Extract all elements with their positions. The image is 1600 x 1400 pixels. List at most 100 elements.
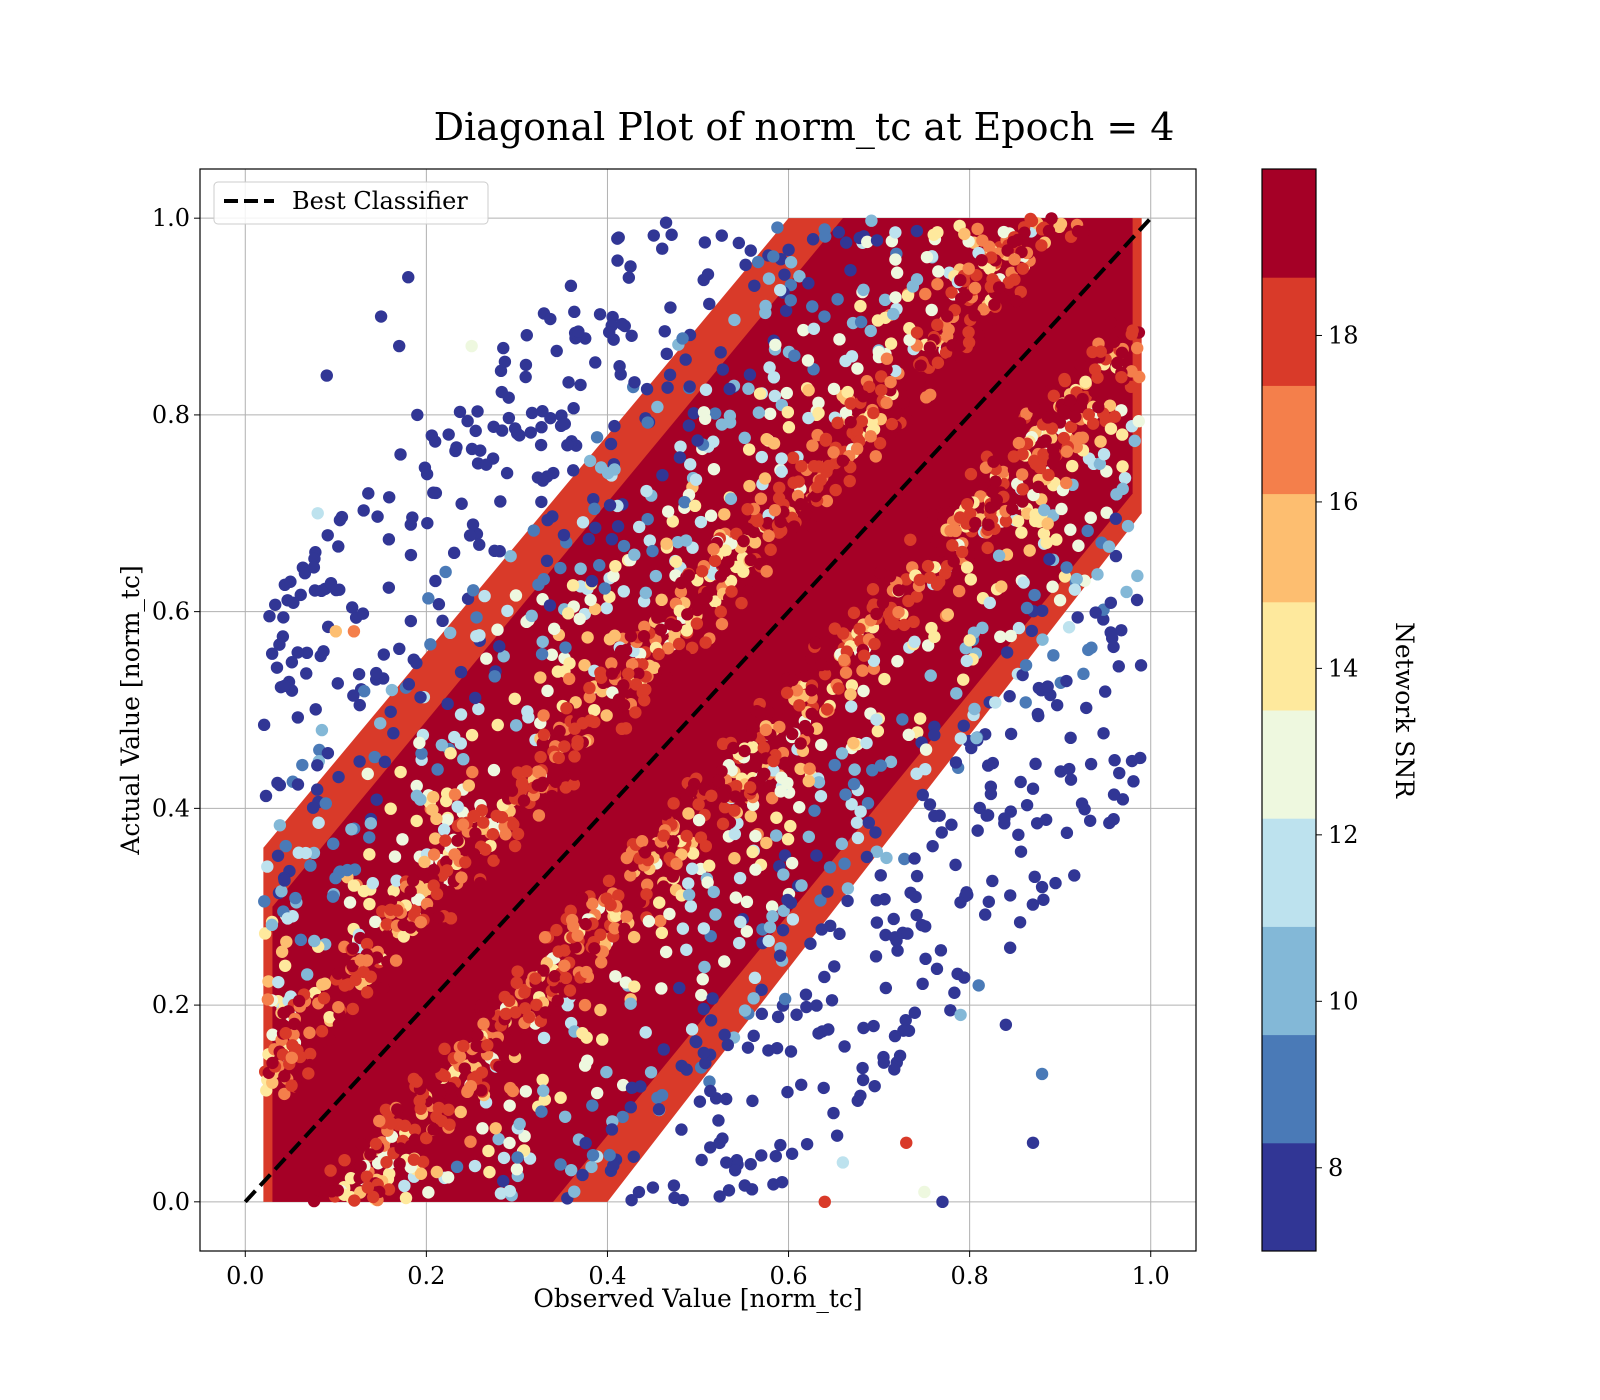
scatter-point xyxy=(1003,941,1017,954)
scatter-point xyxy=(999,1018,1013,1031)
scatter-point xyxy=(715,229,728,242)
scatter-point xyxy=(511,965,524,978)
scatter-point xyxy=(972,329,985,342)
scatter-point xyxy=(841,385,854,399)
scatter-point xyxy=(1050,698,1064,712)
scatter-point xyxy=(659,945,673,959)
scatter-point xyxy=(303,1026,316,1039)
scatter-point xyxy=(914,359,927,372)
scatter-point xyxy=(317,992,331,1005)
scatter-point xyxy=(442,428,455,441)
scatter-point xyxy=(261,860,274,873)
scatter-point xyxy=(1012,621,1026,635)
scatter-point xyxy=(1060,674,1073,688)
scatter-point xyxy=(341,863,354,877)
scatter-point xyxy=(616,1110,629,1124)
scatter-point xyxy=(754,492,768,505)
scatter-point xyxy=(854,805,867,818)
scatter-point xyxy=(1091,371,1104,384)
scatter-point xyxy=(585,574,599,588)
scatter-point xyxy=(638,620,651,633)
scatter-point xyxy=(733,871,747,885)
scatter-point xyxy=(406,874,420,887)
scatter-point xyxy=(1026,898,1040,911)
scatter-point xyxy=(410,814,423,828)
scatter-point xyxy=(1038,503,1051,517)
y-tick-label: 0.2 xyxy=(152,991,190,1019)
scatter-point xyxy=(893,1049,907,1063)
scatter-point xyxy=(554,1091,567,1104)
scatter-point xyxy=(368,750,381,764)
scatter-point xyxy=(609,970,622,983)
scatter-point xyxy=(451,800,464,813)
scatter-point xyxy=(628,980,641,993)
scatter-point xyxy=(493,545,506,558)
scatter-point xyxy=(611,254,624,267)
scatter-point xyxy=(864,430,877,443)
scatter-point xyxy=(647,229,660,242)
scatter-point xyxy=(1131,341,1144,355)
scatter-point xyxy=(722,1184,736,1197)
scatter-point xyxy=(428,1060,441,1074)
scatter-point xyxy=(738,1004,752,1017)
scatter-point xyxy=(538,931,552,944)
scatter-point xyxy=(309,703,322,716)
scatter-point xyxy=(870,713,883,726)
scatter-point xyxy=(725,585,738,598)
scatter-point xyxy=(347,879,361,892)
scatter-point xyxy=(913,712,927,725)
scatter-point xyxy=(587,492,600,506)
scatter-point xyxy=(805,652,818,665)
scatter-point xyxy=(639,586,653,600)
scatter-point xyxy=(853,622,866,636)
scatter-point xyxy=(469,827,482,840)
scatter-point xyxy=(345,823,358,836)
colorbar-bin xyxy=(1262,1034,1316,1144)
scatter-point xyxy=(537,964,550,977)
scatter-point xyxy=(958,227,971,241)
scatter-point xyxy=(1128,434,1141,448)
scatter-point xyxy=(875,384,888,397)
scatter-point xyxy=(458,1062,471,1075)
scatter-point xyxy=(461,414,474,428)
scatter-point xyxy=(760,433,773,446)
scatter-point xyxy=(534,438,548,452)
scatter-point xyxy=(718,508,731,521)
scatter-point xyxy=(357,884,371,898)
scatter-point xyxy=(740,895,754,909)
scatter-point xyxy=(551,665,565,678)
scatter-point xyxy=(898,852,911,866)
scatter-point xyxy=(926,839,939,853)
scatter-point xyxy=(430,1165,444,1179)
scatter-point xyxy=(439,834,452,847)
scatter-point xyxy=(870,845,884,858)
scatter-point xyxy=(503,1184,517,1198)
colorbar-tick-label: 14 xyxy=(1328,654,1359,682)
scatter-point xyxy=(1064,420,1078,434)
legend[interactable]: Best Classifier xyxy=(213,181,489,225)
scatter-point xyxy=(727,741,740,755)
scatter-point xyxy=(659,216,673,229)
scatter-point xyxy=(679,353,692,366)
scatter-point xyxy=(394,1142,407,1155)
scatter-point xyxy=(661,381,674,394)
scatter-point xyxy=(901,289,915,302)
scatter-point xyxy=(666,870,680,883)
scatter-point xyxy=(643,534,656,547)
scatter-point xyxy=(882,632,895,646)
scatter-point xyxy=(676,922,690,935)
scatter-point xyxy=(844,263,857,277)
scatter-point xyxy=(455,871,468,884)
scatter-point xyxy=(1060,476,1073,490)
scatter-point xyxy=(1107,788,1121,801)
scatter-point xyxy=(414,691,427,704)
scatter-point xyxy=(692,813,706,827)
scatter-point xyxy=(1035,239,1048,252)
scatter-point xyxy=(806,520,819,533)
scatter-point xyxy=(663,368,677,382)
scatter-point xyxy=(1116,460,1129,473)
scatter-point xyxy=(861,797,875,810)
scatter-point xyxy=(729,790,742,803)
scatter-point xyxy=(481,1038,494,1052)
scatter-point xyxy=(1037,893,1050,906)
